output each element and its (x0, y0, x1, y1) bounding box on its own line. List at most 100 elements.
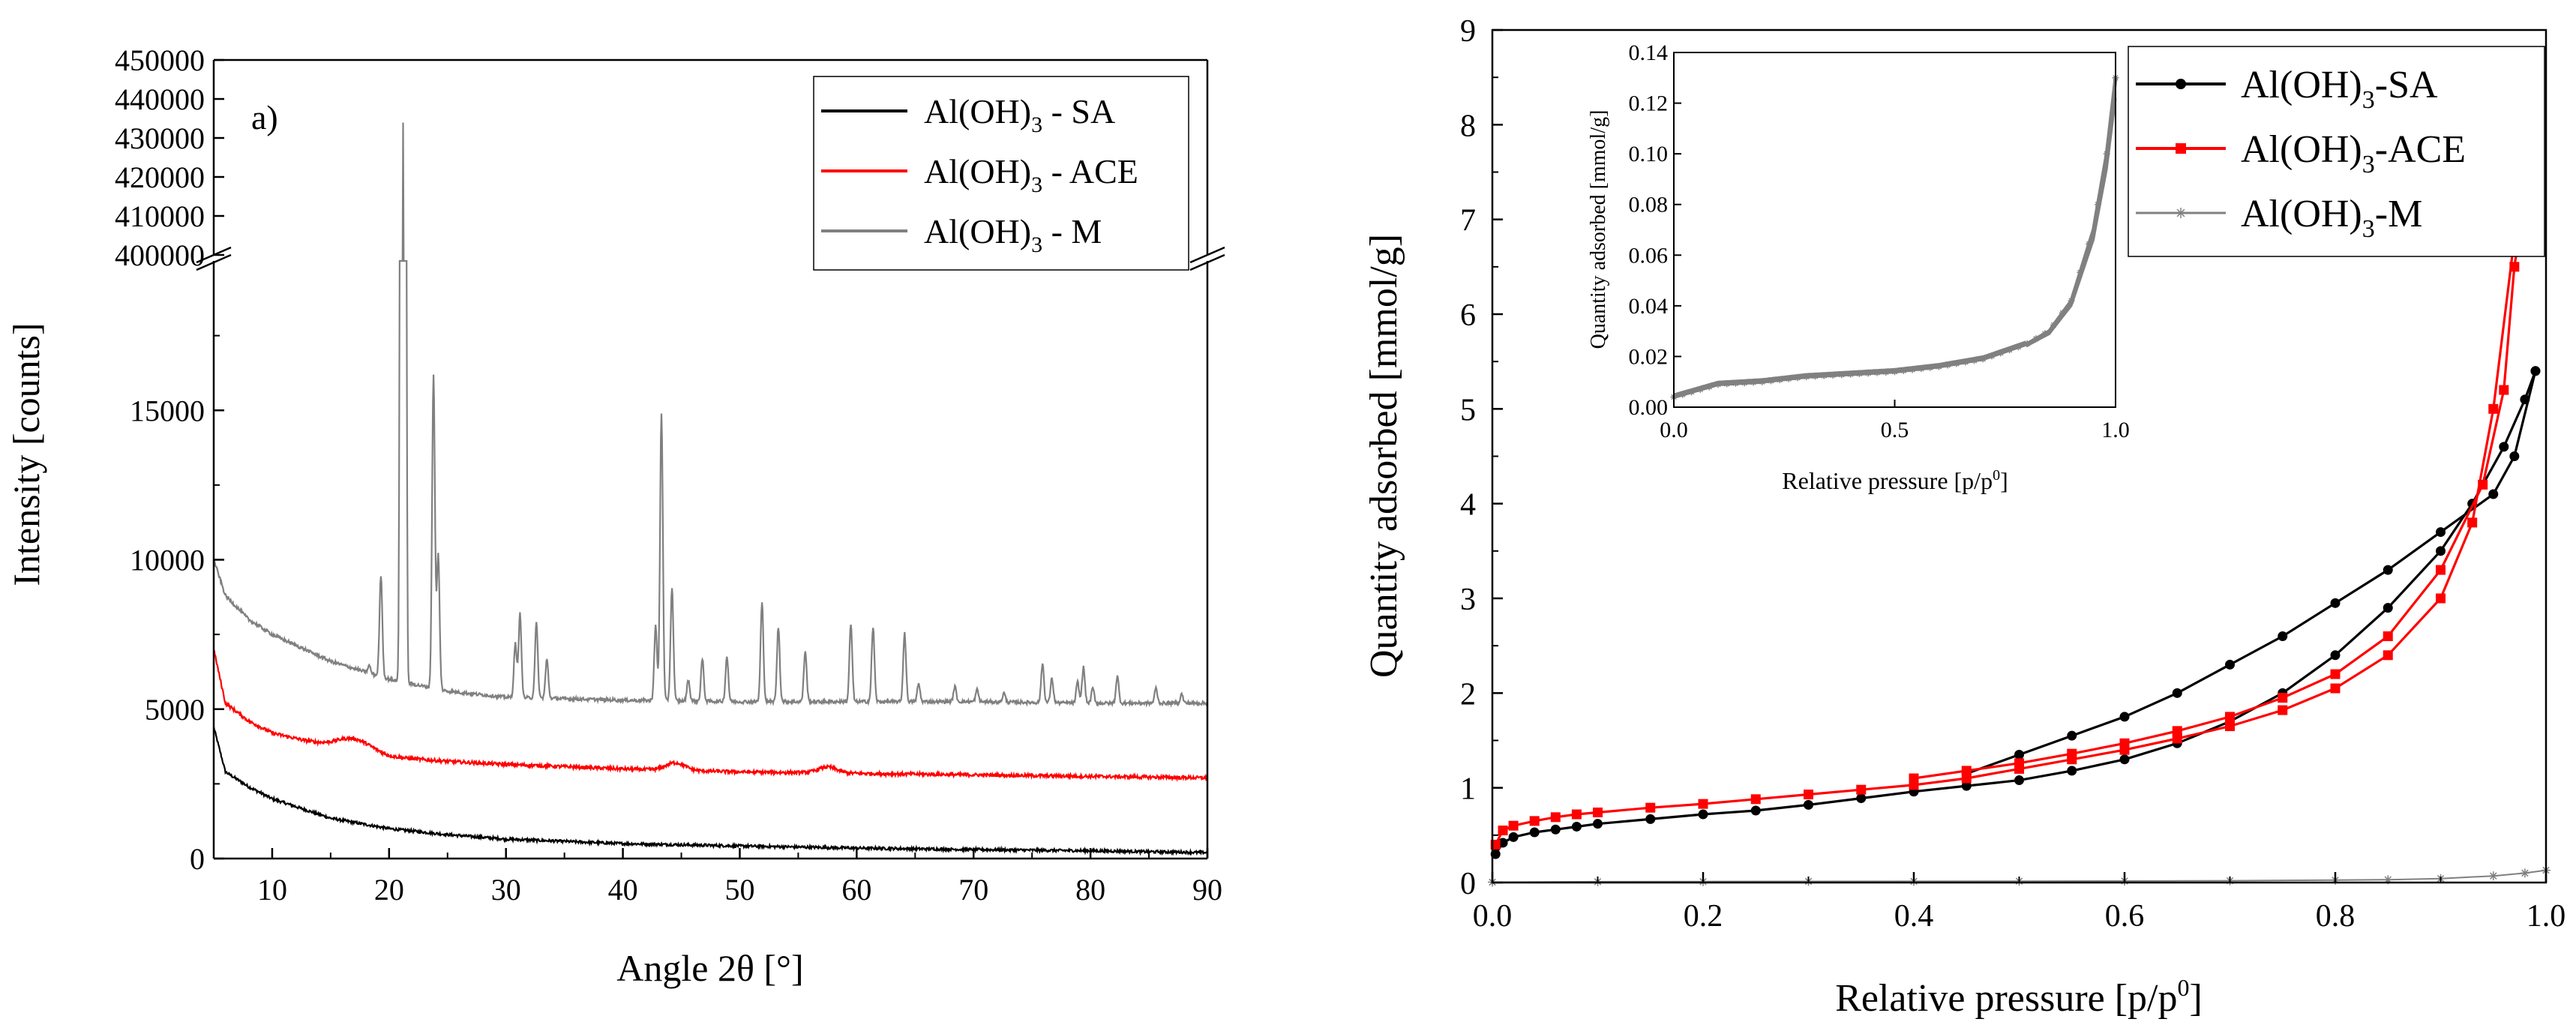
isotherm-legend-box (2128, 46, 2545, 257)
inset-y-tick-label: 0.00 (1629, 395, 1669, 420)
inset-m-point (1803, 373, 1810, 380)
isotherm-y-tick-label: 5 (1460, 393, 1476, 427)
isotherm-ace-point (2383, 650, 2393, 661)
isotherm-sa-point (2330, 598, 2341, 608)
inset-m-point (2006, 346, 2014, 354)
xrd-legend: Al(OH)3 - SA Al(OH)3 - ACE Al(OH)3 - M (813, 76, 1189, 271)
xrd-axis-break-left-2 (196, 253, 232, 271)
isotherm-sa-point (2499, 442, 2509, 452)
inset-m-point (2077, 268, 2084, 276)
xrd-y-tick-label-upper: 450000 (115, 43, 205, 77)
inset-m-point (1714, 381, 1722, 388)
isotherm-ace-point (2436, 565, 2446, 575)
inset-ticks: 0.0 0.5 1.0 0.00 0.02 0.04 0.06 0.08 0.10 0.12 0.1… (1629, 40, 2130, 442)
xrd-x-tick-label: 70 (958, 873, 988, 907)
isotherm-ace-point (2467, 517, 2478, 528)
isotherm-x-tick-label: 0.8 (2316, 899, 2356, 934)
inset-m-point (2023, 340, 2031, 348)
xrd-legend-label-sa: Al(OH)3 - SA (924, 92, 1115, 137)
inset-m-point (1838, 371, 1846, 379)
inset-m-point (1962, 358, 1969, 366)
isotherm-sa-point (2067, 766, 2077, 776)
xrd-x-tick-label: 40 (608, 873, 638, 907)
inset-m-point (1759, 378, 1766, 385)
xrd-y-tick-label-upper: 430000 (115, 121, 205, 155)
inset-m-point (2068, 297, 2075, 304)
isotherm-y-tick-label: 4 (1460, 488, 1476, 523)
inset-x-tick-label: 0.5 (1881, 418, 1909, 442)
isotherm-m-point (2520, 868, 2530, 878)
xrd-y-tick-label: 15000 (130, 394, 205, 427)
xrd-y-tick-label-upper: 420000 (115, 160, 205, 194)
inset-m-point (1768, 377, 1775, 385)
inset-m-point (1944, 361, 1951, 369)
isotherm-sa-point (1529, 827, 1540, 838)
isotherm-m-point (2383, 875, 2393, 885)
isotherm-y-tick-label: 3 (1460, 583, 1476, 617)
isotherm-ace-point (2172, 733, 2182, 744)
isotherm-sa-point (1550, 824, 1561, 835)
inset-x-tick-label: 1.0 (2101, 418, 2130, 442)
isotherm-ace-point (1529, 816, 1540, 826)
inset-m-point (2032, 335, 2040, 343)
xrd-y-axis-label: Intensity [counts] (5, 322, 47, 586)
isotherm-ace-point (2499, 385, 2509, 395)
isotherm-ace-point (2436, 593, 2446, 604)
isotherm-x-tick-label: 0.2 (1684, 899, 1723, 934)
isotherm-ace-point (1593, 808, 1603, 818)
isotherm-y-tick-label: 8 (1460, 109, 1476, 143)
inset-m-point (1909, 366, 1916, 373)
isotherm-sa-point (2436, 546, 2446, 556)
isotherm-x-tick-label: 0.4 (1894, 899, 1934, 934)
xrd-series-sa (212, 726, 1208, 856)
inset-series-group (1670, 74, 2119, 400)
isotherm-sa-point (1804, 799, 1813, 810)
isotherm-sa-point (2509, 451, 2520, 461)
isotherm-x-axis-label: Relative pressure [p/p0] (1835, 974, 2203, 1020)
isotherm-sa-point (2172, 688, 2182, 698)
inset-m-point (2103, 150, 2110, 157)
inset-y-tick-label: 0.04 (1629, 294, 1669, 319)
xrd-x-tick-label: 30 (491, 873, 521, 907)
isotherm-ace-point (2330, 669, 2341, 679)
inset-m-point (2041, 330, 2049, 337)
inset-m-point (1847, 370, 1855, 378)
isotherm-sa-point (1508, 832, 1519, 842)
isotherm-sa-point (1750, 805, 1761, 816)
inset-m-point (1891, 368, 1898, 376)
inset-y-tick-label: 0.14 (1629, 40, 1669, 65)
xrd-series-ace (213, 649, 1208, 782)
inset-y-tick-label: 0.08 (1629, 193, 1669, 217)
inset-m-point (1688, 388, 1696, 396)
isotherm-ace-point (2278, 705, 2288, 715)
isotherm-ticks: 0.0 0.2 0.4 0.6 0.8 1.0 0 1 2 3 4 5 6 7 8 9 (1460, 14, 2566, 934)
inset-m-point (1935, 363, 1942, 370)
inset-m-point (2059, 309, 2066, 316)
inset-m-point (1855, 370, 1863, 377)
xrd-legend-label-ace: Al(OH)3 - ACE (924, 152, 1138, 197)
inset-x-tick-label: 0.0 (1660, 418, 1688, 442)
inset-m-point (1705, 383, 1713, 391)
isotherm-ace-point (2225, 721, 2235, 732)
xrd-panel: 10 20 30 40 50 60 70 80 90 0 5000 10000 15000 400000 4… (5, 43, 1225, 989)
isotherm-sa-point (1856, 793, 1867, 804)
xrd-x-tick-label: 20 (374, 873, 404, 907)
isotherm-y-tick-label: 2 (1460, 677, 1476, 712)
inset-m-point (2086, 240, 2093, 247)
isotherm-sa-point (2119, 712, 2130, 722)
isotherm-legend-label-ace: Al(OH)3-ACE (2241, 128, 2466, 178)
inset-m-point (1679, 391, 1687, 398)
xrd-panel-label: a) (251, 98, 278, 136)
isotherm-y-tick-label: 7 (1460, 204, 1476, 238)
inset-m-point (1811, 373, 1819, 380)
inset-m-point (1979, 355, 1987, 363)
inset-m-point (1785, 375, 1792, 382)
xrd-y-tick-label-upper: 410000 (115, 199, 205, 233)
xrd-axis-break-right-2 (1189, 253, 1225, 271)
xrd-legend-box (813, 76, 1189, 271)
inset-m-point (1696, 385, 1704, 393)
isotherm-sa-point (2278, 631, 2288, 642)
isotherm-ace-point (1645, 802, 1656, 813)
isotherm-sa-point (2383, 603, 2393, 613)
isotherm-legend-marker-ace (2176, 143, 2186, 154)
